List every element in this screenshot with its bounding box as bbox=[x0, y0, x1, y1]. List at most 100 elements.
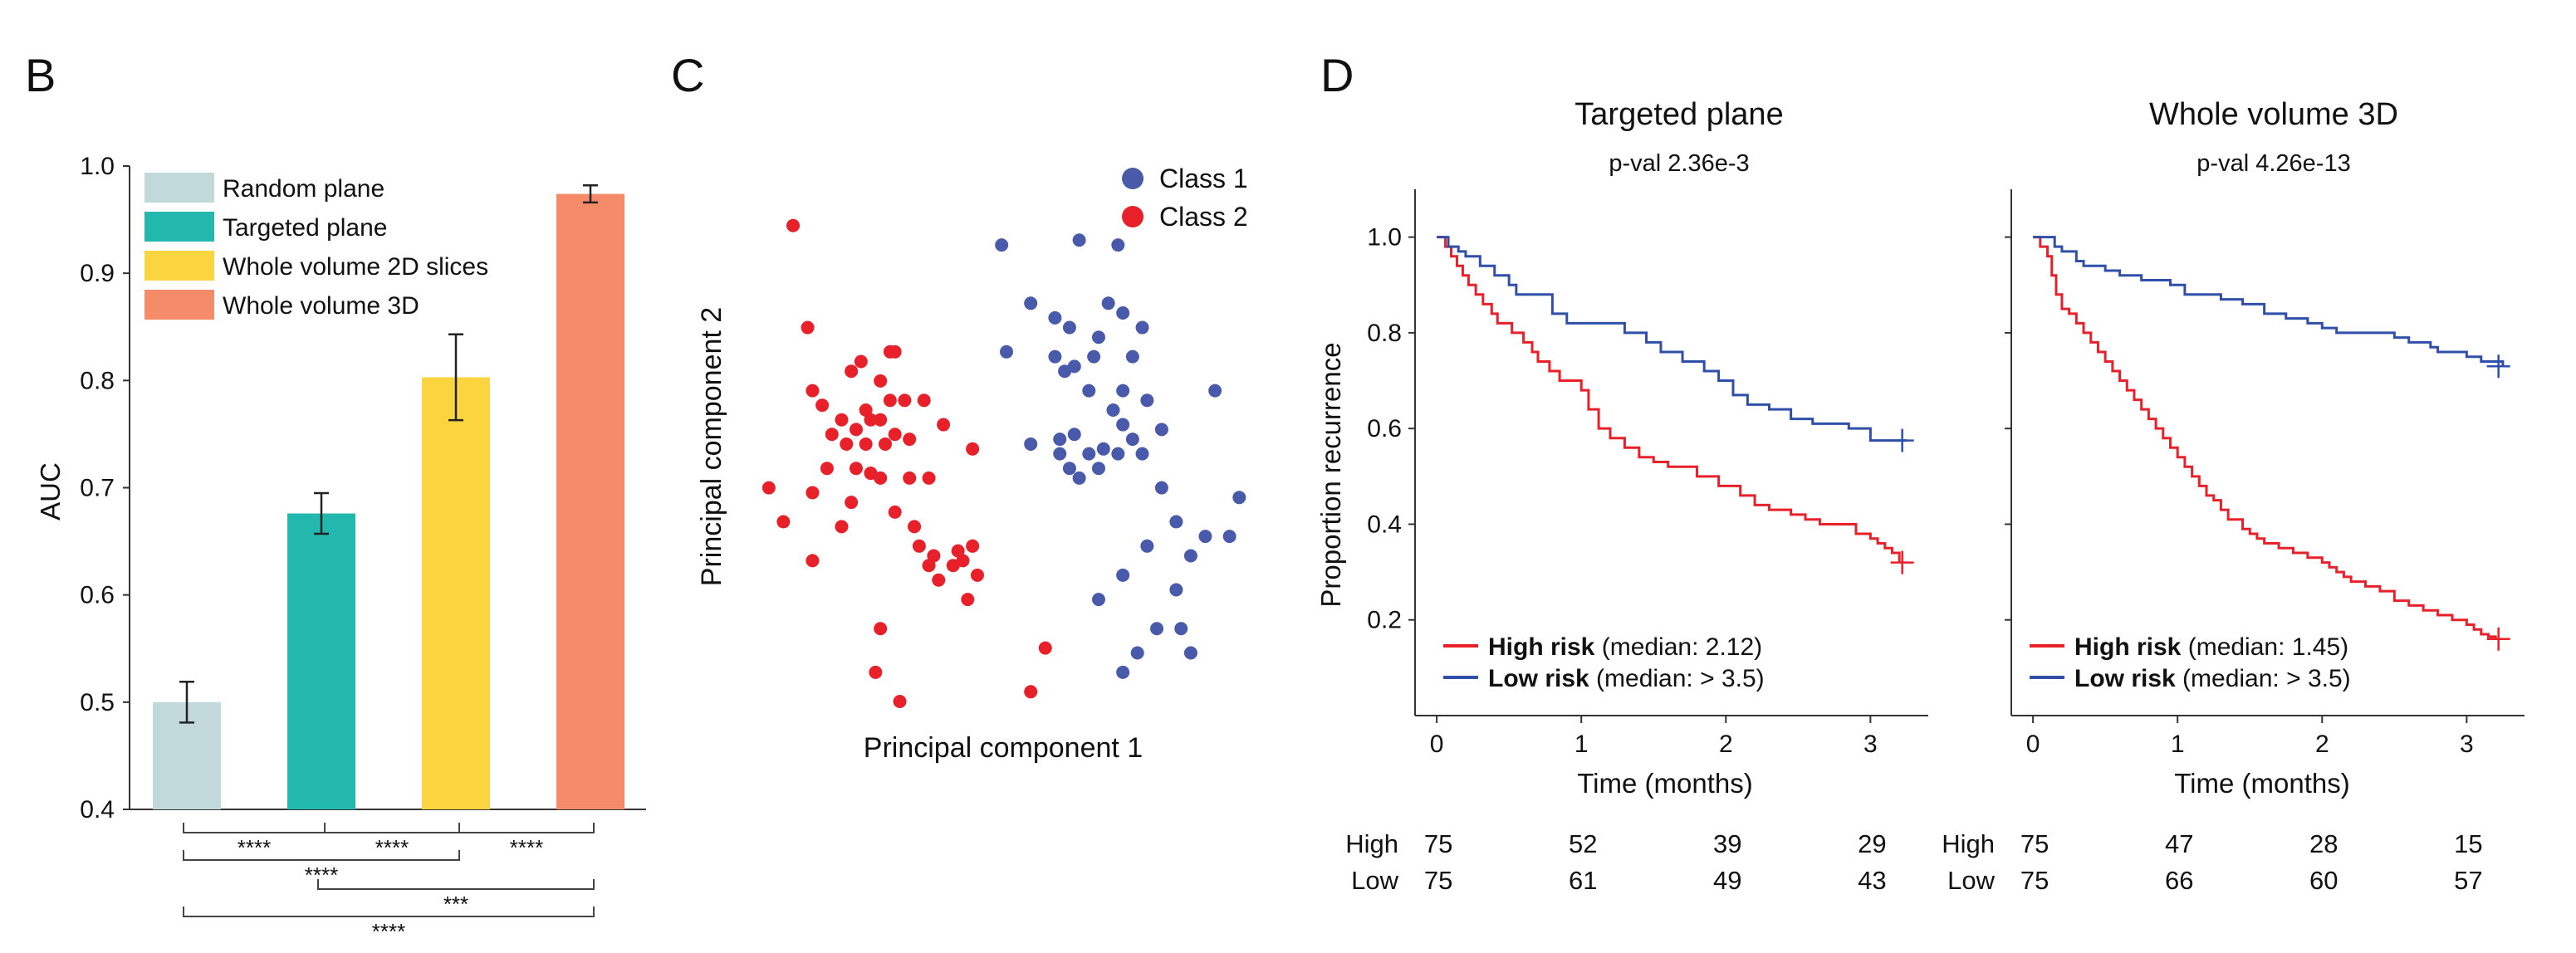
b-y-tick-label: 0.5 bbox=[80, 689, 115, 716]
dl-risk-value: 75 bbox=[1424, 866, 1452, 895]
c-point-class-1 bbox=[1048, 310, 1062, 325]
b-bar bbox=[556, 193, 624, 810]
dr-risk-value: 57 bbox=[2454, 866, 2482, 895]
c-point-class-1 bbox=[1053, 433, 1067, 447]
b-legend-swatch bbox=[144, 173, 214, 203]
dl-legend-bold: High risk bbox=[1488, 633, 1595, 661]
c-point-class-1 bbox=[995, 238, 1009, 252]
dl-x-tick-label: 2 bbox=[1719, 731, 1733, 758]
c-point-class-1 bbox=[1135, 320, 1149, 335]
c-point-class-1 bbox=[1062, 320, 1076, 335]
b-significance-label: **** bbox=[238, 835, 271, 860]
panel-letter-d: D bbox=[1320, 49, 1354, 101]
c-point-class-2 bbox=[840, 437, 854, 451]
panel-b-bar-chart: 0.4 0.5 0.6 0.7 0.8 0.9 1.0 Random plane Target… bbox=[35, 153, 646, 944]
b-y-tick-label: 0.9 bbox=[80, 260, 115, 287]
b-legend-label: Targeted plane bbox=[223, 214, 388, 242]
c-point-class-1 bbox=[1072, 233, 1086, 247]
dr-risk-value: 66 bbox=[2165, 866, 2193, 895]
b-significance-bracket bbox=[183, 907, 595, 917]
b-legend-label: Whole volume 2D slices bbox=[223, 253, 488, 281]
dr-legend-bold: Low risk bbox=[2074, 665, 2176, 692]
c-point-class-2 bbox=[1038, 641, 1052, 655]
dl-y-tick-label: 0.8 bbox=[1367, 320, 1402, 347]
c-point-class-2 bbox=[922, 471, 936, 485]
c-point-class-2 bbox=[806, 486, 820, 500]
b-legend-swatch bbox=[144, 212, 214, 242]
c-point-class-2 bbox=[806, 384, 820, 398]
c-point-class-1 bbox=[1116, 418, 1130, 432]
b-significance-label: **** bbox=[510, 835, 543, 860]
b-significance-label: **** bbox=[375, 835, 409, 860]
b-y-axis-label: AUC bbox=[35, 462, 66, 520]
c-point-class-2 bbox=[835, 413, 849, 427]
b-significance-bracket bbox=[183, 850, 460, 861]
c-point-class-1 bbox=[1000, 345, 1013, 359]
b-significance-label: *** bbox=[443, 892, 468, 916]
dr-x-tick-label: 0 bbox=[2026, 731, 2040, 758]
c-point-class-1 bbox=[1082, 384, 1096, 398]
c-point-class-2 bbox=[966, 539, 980, 553]
c-point-class-1 bbox=[1183, 646, 1197, 660]
dr-x-tick-label: 3 bbox=[2460, 731, 2474, 758]
dr-risk-row-label: Low bbox=[1947, 866, 1995, 895]
b-y-tick-label: 0.7 bbox=[80, 475, 115, 502]
dl-legend-bold: Low risk bbox=[1488, 665, 1589, 692]
c-point-class-1 bbox=[1067, 428, 1081, 442]
dr-legend-rest: (median: > 3.5) bbox=[2176, 665, 2351, 692]
c-point-class-1 bbox=[1232, 491, 1246, 505]
c-point-class-2 bbox=[825, 428, 839, 442]
c-point-class-2 bbox=[970, 568, 984, 582]
c-point-class-2 bbox=[917, 393, 931, 408]
dl-y-axis-label: Proportion recurrence bbox=[1315, 342, 1346, 607]
c-point-class-1 bbox=[1091, 330, 1105, 345]
b-significance-label: **** bbox=[372, 919, 405, 944]
c-point-class-2 bbox=[859, 437, 873, 451]
c-point-class-2 bbox=[966, 442, 980, 456]
dl-curve-high-risk bbox=[1437, 236, 1901, 563]
c-point-class-1 bbox=[1101, 296, 1115, 310]
c-point-class-2 bbox=[888, 345, 902, 359]
c-point-class-1 bbox=[1140, 539, 1154, 553]
c-point-class-1 bbox=[1116, 384, 1130, 398]
dr-risk-value: 75 bbox=[2020, 829, 2049, 858]
dl-legend-rest: (median: > 3.5) bbox=[1589, 665, 1765, 692]
b-legend-swatch bbox=[144, 251, 214, 281]
dl-risk-value: 29 bbox=[1858, 829, 1886, 858]
dr-risk-value: 60 bbox=[2309, 866, 2338, 895]
b-bar bbox=[422, 377, 490, 809]
c-point-class-1 bbox=[1111, 238, 1125, 252]
dr-censor-mark bbox=[2486, 627, 2510, 651]
dr-risk-value: 15 bbox=[2454, 829, 2482, 858]
dl-y-tick-label: 0.2 bbox=[1367, 607, 1402, 634]
b-y-tick-label: 0.4 bbox=[80, 796, 115, 823]
c-point-class-1 bbox=[1053, 447, 1067, 461]
c-point-class-1 bbox=[1125, 349, 1139, 364]
c-point-class-2 bbox=[888, 505, 902, 519]
c-point-class-2 bbox=[820, 462, 834, 476]
c-point-class-2 bbox=[849, 462, 863, 476]
dr-legend-bold: High risk bbox=[2074, 633, 2182, 661]
c-point-class-2 bbox=[874, 471, 888, 485]
dl-y-tick-label: 0.4 bbox=[1367, 511, 1402, 538]
dr-risk-row-label: High bbox=[1942, 829, 1995, 858]
c-point-class-1 bbox=[1222, 530, 1237, 544]
c-point-class-1 bbox=[1150, 622, 1164, 636]
c-point-class-2 bbox=[893, 695, 907, 708]
c-point-class-1 bbox=[1096, 442, 1110, 456]
dr-risk-value: 28 bbox=[2309, 829, 2338, 858]
b-y-tick-label: 0.8 bbox=[80, 367, 115, 394]
dl-censor-mark bbox=[1890, 550, 1914, 574]
panel-letter-b: B bbox=[25, 49, 56, 101]
c-point-class-1 bbox=[1106, 403, 1120, 417]
c-point-class-2 bbox=[874, 374, 888, 388]
c-point-class-2 bbox=[898, 393, 912, 408]
c-point-class-2 bbox=[903, 471, 917, 485]
c-point-class-2 bbox=[845, 496, 859, 510]
dl-risk-value: 39 bbox=[1713, 829, 1741, 858]
c-point-class-2 bbox=[801, 320, 815, 335]
c-point-class-2 bbox=[912, 539, 926, 553]
dl-y-tick-label: 0.6 bbox=[1367, 415, 1402, 442]
dr-title: Whole volume 3D bbox=[2149, 97, 2398, 132]
c-legend-label: Class 1 bbox=[1159, 164, 1248, 193]
